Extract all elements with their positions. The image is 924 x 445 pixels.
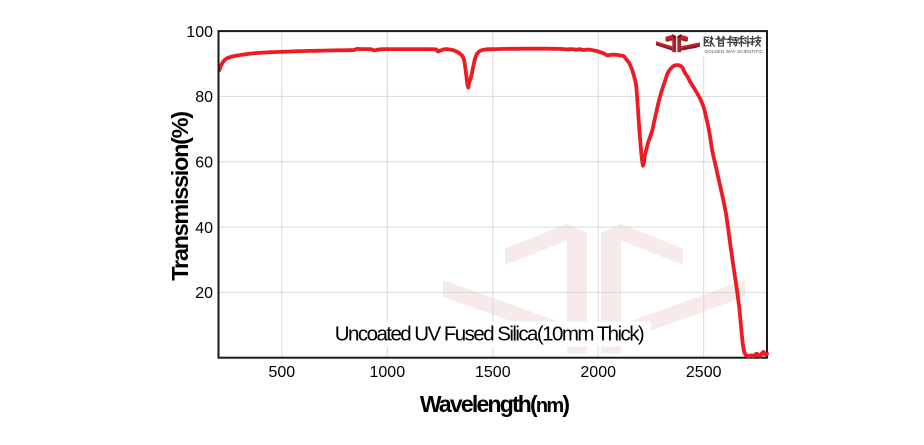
svg-text:Transmission(%): Transmission(%) xyxy=(167,112,193,281)
svg-text:2000: 2000 xyxy=(580,364,616,381)
svg-text:500: 500 xyxy=(268,364,295,381)
svg-text:Wavelength(nm): Wavelength(nm) xyxy=(420,391,569,417)
svg-text:80: 80 xyxy=(195,89,213,106)
svg-text:20: 20 xyxy=(195,285,213,302)
svg-text:GOLDEN WAY SCIENTIFIC: GOLDEN WAY SCIENTIFIC xyxy=(705,49,764,54)
svg-text:1000: 1000 xyxy=(370,364,406,381)
svg-text:100: 100 xyxy=(186,24,213,41)
svg-text:2500: 2500 xyxy=(686,364,722,381)
svg-text:60: 60 xyxy=(195,154,213,171)
svg-text:40: 40 xyxy=(195,220,213,237)
svg-text:1500: 1500 xyxy=(475,364,511,381)
svg-text:Uncoated UV Fused Silica(10mm: Uncoated UV Fused Silica(10mm Thick) xyxy=(335,323,644,346)
